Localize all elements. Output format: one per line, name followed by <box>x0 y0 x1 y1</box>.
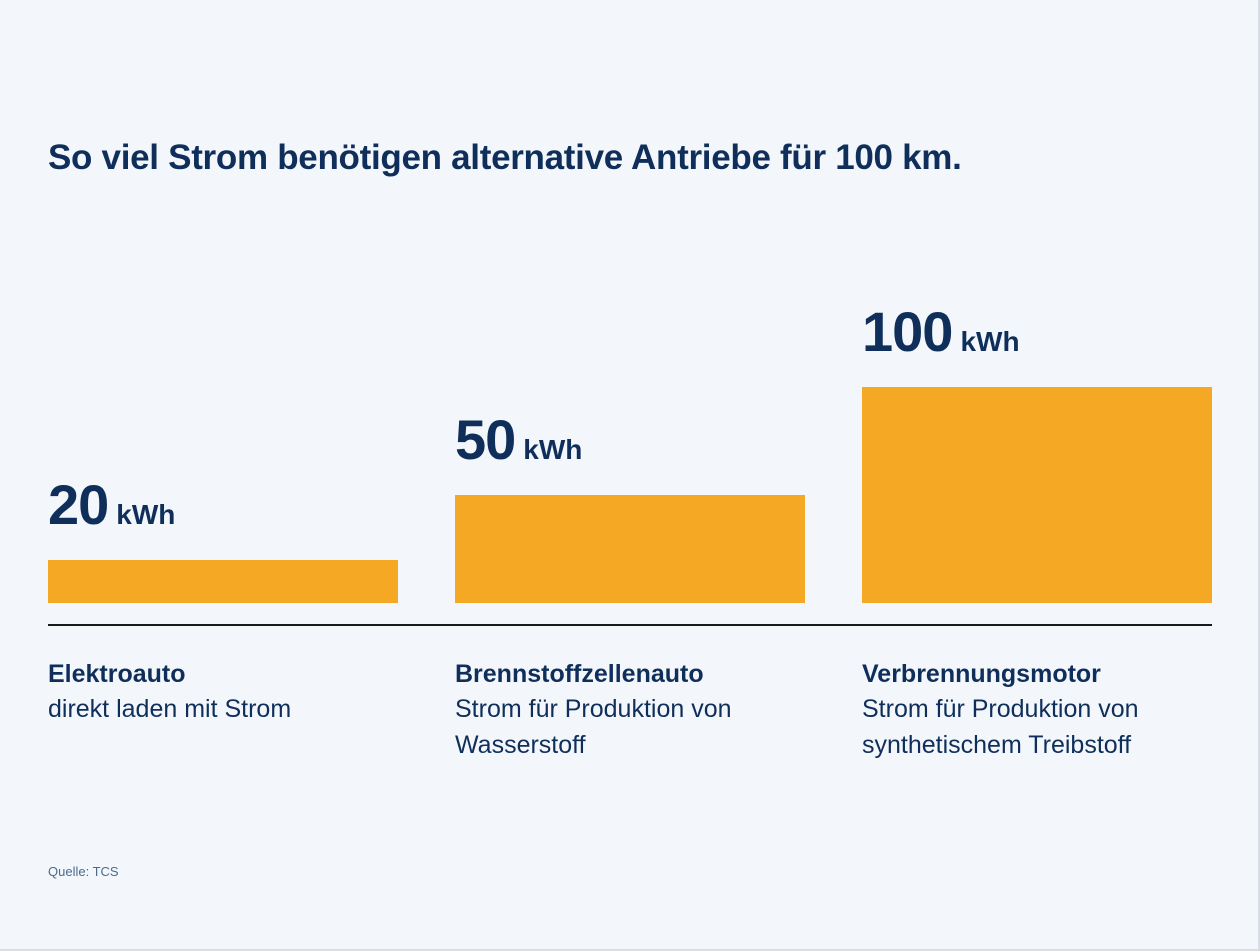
category-name: Brennstoffzellenauto <box>455 660 704 688</box>
value-unit: kWh <box>960 326 1020 357</box>
bar-brennstoffzellenauto <box>455 495 805 603</box>
category-description: direkt laden mit Strom <box>48 695 292 723</box>
category-description: Strom für Produktion von synthetischem T… <box>862 695 1139 759</box>
chart-title: So viel Strom benötigen alternative Antr… <box>48 138 962 177</box>
bar-elektroauto <box>48 560 398 603</box>
category-label: Brennstoffzellenauto Strom für Produktion… <box>455 657 805 763</box>
category-name: Elektroauto <box>48 660 186 688</box>
value-unit: kWh <box>116 499 176 530</box>
category-description: Strom für Produktion von Wasserstoff <box>455 695 732 759</box>
value-number: 100 <box>862 300 953 363</box>
category-label: Verbrennungsmotor Strom für Produktion vo… <box>862 657 1212 763</box>
bar-verbrennungsmotor <box>862 387 1212 603</box>
category-name: Verbrennungsmotor <box>862 660 1101 688</box>
category-label: Elektroauto direkt laden mit Strom <box>48 657 408 727</box>
value-label: 100 kWh <box>862 299 1020 364</box>
value-label: 20 kWh <box>48 472 175 537</box>
source-note: Quelle: TCS <box>48 864 119 879</box>
value-number: 20 <box>48 473 109 536</box>
value-number: 50 <box>455 408 516 471</box>
value-label: 50 kWh <box>455 407 582 472</box>
x-axis-baseline <box>48 624 1212 626</box>
value-unit: kWh <box>523 434 583 465</box>
